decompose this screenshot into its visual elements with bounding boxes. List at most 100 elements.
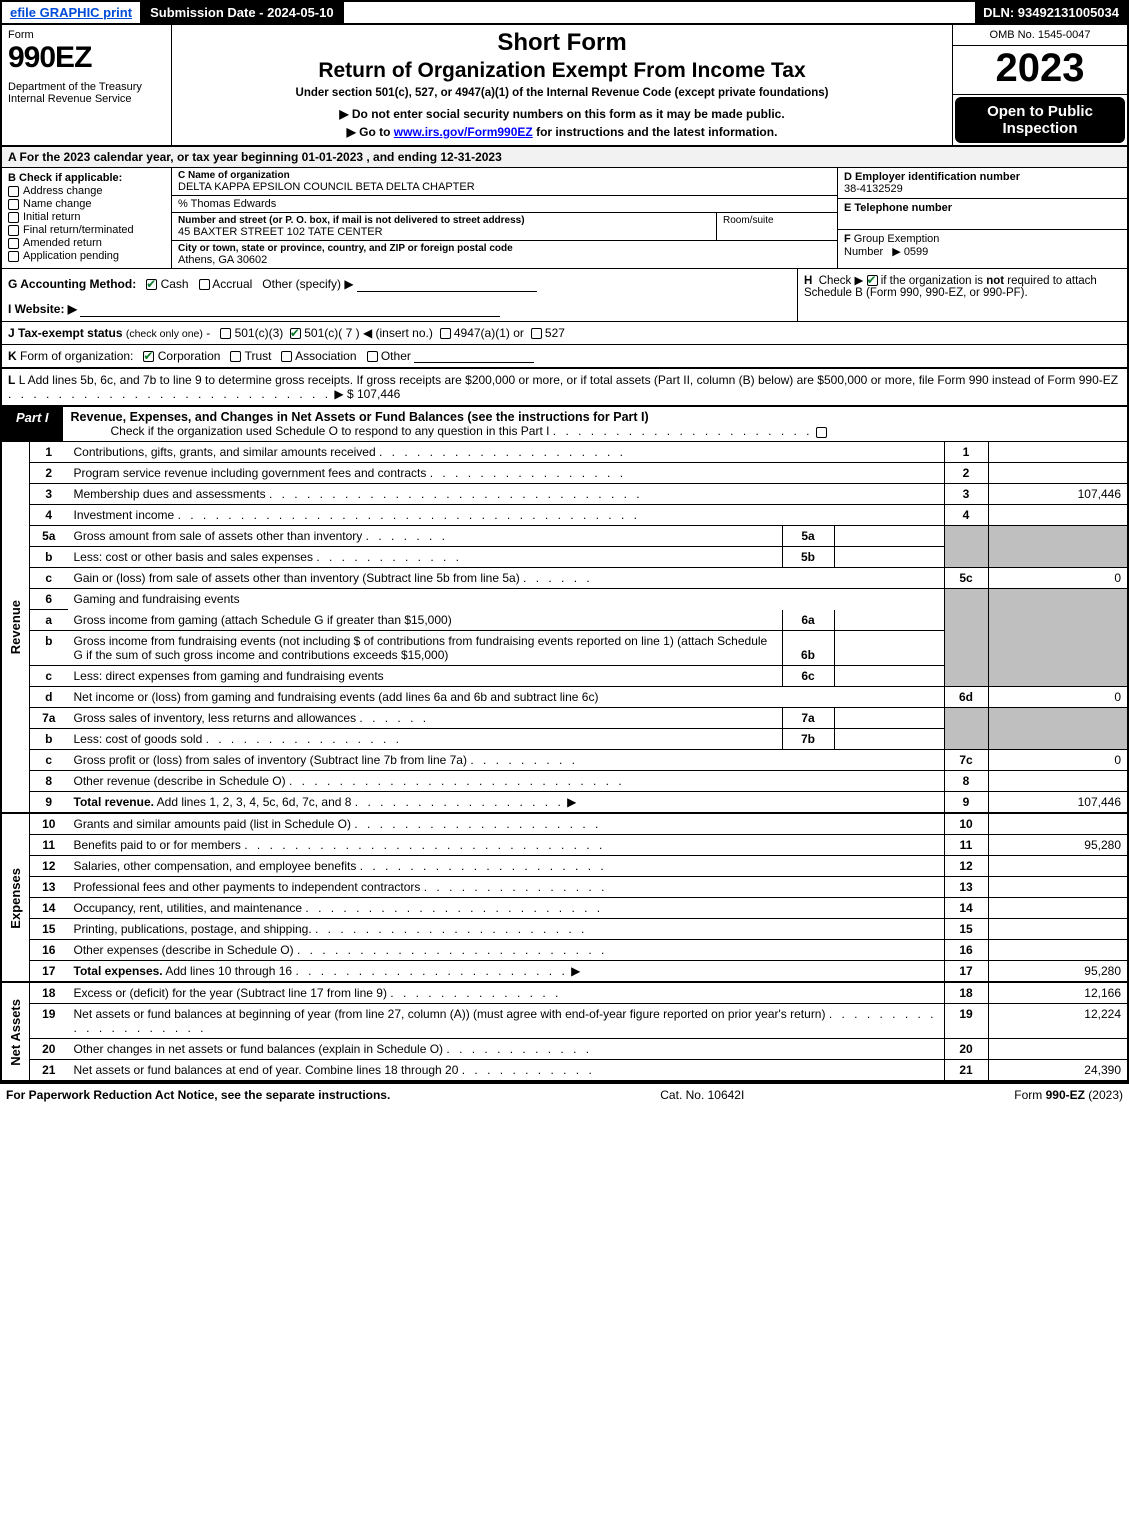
line-7c-val: 0 [988,750,1128,771]
sections-bcdef: B Check if applicable: Address change Na… [0,168,1129,268]
check-accrual[interactable] [199,279,210,290]
form-subtitle: Under section 501(c), 527, or 4947(a)(1)… [180,87,944,99]
check-trust[interactable] [230,351,241,362]
check-initial-return[interactable]: Initial return [8,211,165,223]
check-501c3[interactable] [220,328,231,339]
line-7b-val [834,729,944,750]
care-of: % Thomas Edwards [172,196,837,213]
ein: 38-4132529 [844,183,903,195]
header-center: Short Form Return of Organization Exempt… [172,25,952,145]
line-5b-val [834,547,944,568]
omb-number: OMB No. 1545-0047 [953,25,1127,46]
form-title: Return of Organization Exempt From Incom… [180,59,944,83]
check-schedule-b[interactable] [867,275,878,286]
line-20-val [988,1039,1128,1060]
page-footer: For Paperwork Reduction Act Notice, see … [0,1082,1129,1106]
check-other-org[interactable] [367,351,378,362]
form-number: 990EZ [8,41,165,75]
section-e: E Telephone number [838,199,1127,230]
other-org-input[interactable] [414,349,534,363]
footer-catno: Cat. No. 10642I [660,1088,744,1102]
line-2-val [988,463,1128,484]
dept-label: Department of the Treasury Internal Reve… [8,81,165,105]
line-18-val: 12,166 [988,982,1128,1004]
irs-link[interactable]: www.irs.gov/Form990EZ [394,125,533,139]
line-19-val: 12,224 [988,1004,1128,1039]
part1-table: Revenue 1 Contributions, gifts, grants, … [0,442,1129,1082]
submission-date: Submission Date - 2024-05-10 [142,2,344,23]
line-14-val [988,898,1128,919]
section-d: D Employer identification number 38-4132… [838,168,1127,199]
line-3-val: 107,446 [988,484,1128,505]
street-address: 45 BAXTER STREET 102 TATE CENTER [178,226,710,238]
line-4-val [988,505,1128,526]
line-5c-val: 0 [988,568,1128,589]
check-cash[interactable] [146,279,157,290]
other-method-input[interactable] [357,278,537,292]
expenses-side-label: Expenses [1,813,30,982]
line-9-val: 107,446 [988,792,1128,814]
org-name-block: C Name of organization DELTA KAPPA EPSIL… [172,168,837,196]
section-f: F Group ExemptionNumber ▶ 0599 [838,230,1127,261]
netassets-side-label: Net Assets [1,982,30,1081]
part1-title: Revenue, Expenses, and Changes in Net As… [63,407,1127,441]
check-corporation[interactable] [143,351,154,362]
section-b: B Check if applicable: Address change Na… [2,168,172,268]
check-address-change[interactable]: Address change [8,185,165,197]
section-c: C Name of organization DELTA KAPPA EPSIL… [172,168,837,268]
check-501c[interactable] [290,328,301,339]
line-6c-val [834,666,944,687]
efile-link[interactable]: efile GRAPHIC print [2,2,142,23]
check-amended-return[interactable]: Amended return [8,237,165,249]
dln: DLN: 93492131005034 [975,2,1127,23]
header-left: Form 990EZ Department of the Treasury In… [2,25,172,145]
top-bar: efile GRAPHIC print Submission Date - 20… [0,0,1129,25]
section-b-title: B Check if applicable: [8,172,165,184]
section-l: L L Add lines 5b, 6c, and 7b to line 9 t… [0,368,1129,407]
line-6b-val [834,631,944,666]
check-association[interactable] [281,351,292,362]
open-inspection: Open to Public Inspection [955,97,1125,143]
org-name: DELTA KAPPA EPSILON COUNCIL BETA DELTA C… [178,181,831,193]
line-1-num: 1 [30,442,68,463]
line-5a-val [834,526,944,547]
room-suite: Room/suite [717,213,837,240]
website-input[interactable] [80,303,500,317]
group-exemption: 0599 [904,246,928,258]
footer-left: For Paperwork Reduction Act Notice, see … [6,1088,390,1102]
footer-right: Form 990-EZ (2023) [1014,1088,1123,1102]
check-schedule-o-part1[interactable] [816,427,827,438]
section-k: K Form of organization: Corporation Trus… [0,344,1129,369]
sections-def: D Employer identification number 38-4132… [837,168,1127,268]
part1-tab: Part I [2,407,63,441]
check-name-change[interactable]: Name change [8,198,165,210]
section-j: J Tax-exempt status (check only one) - 5… [0,321,1129,344]
check-4947[interactable] [440,328,451,339]
check-application-pending[interactable]: Application pending [8,250,165,262]
form-note: ▶ Do not enter social security numbers o… [180,107,944,121]
header-right: OMB No. 1545-0047 2023 Open to Public In… [952,25,1127,145]
line-6d-val: 0 [988,687,1128,708]
check-527[interactable] [531,328,542,339]
line-6a-val [834,610,944,631]
line-7a-val [834,708,944,729]
city-state-zip: Athens, GA 30602 [178,254,831,266]
sections-gh: G Accounting Method: Cash Accrual Other … [0,268,1129,321]
city-block: City or town, state or province, country… [172,241,837,268]
form-link-line: ▶ Go to www.irs.gov/Form990EZ for instru… [180,125,944,139]
section-g: G Accounting Method: Cash Accrual Other … [2,269,797,321]
line-12-val [988,856,1128,877]
line-17-val: 95,280 [988,961,1128,983]
check-final-return[interactable]: Final return/terminated [8,224,165,236]
line-1-rnum: 1 [944,442,988,463]
form-label: Form [8,29,165,41]
line-15-val [988,919,1128,940]
address-row: Number and street (or P. O. box, if mail… [172,213,837,241]
short-form-title: Short Form [180,29,944,57]
line-10-val [988,813,1128,835]
line-8-val [988,771,1128,792]
line-1-desc: Contributions, gifts, grants, and simila… [68,442,945,463]
line-11-val: 95,280 [988,835,1128,856]
tax-year: 2023 [953,46,1127,95]
line-16-val [988,940,1128,961]
